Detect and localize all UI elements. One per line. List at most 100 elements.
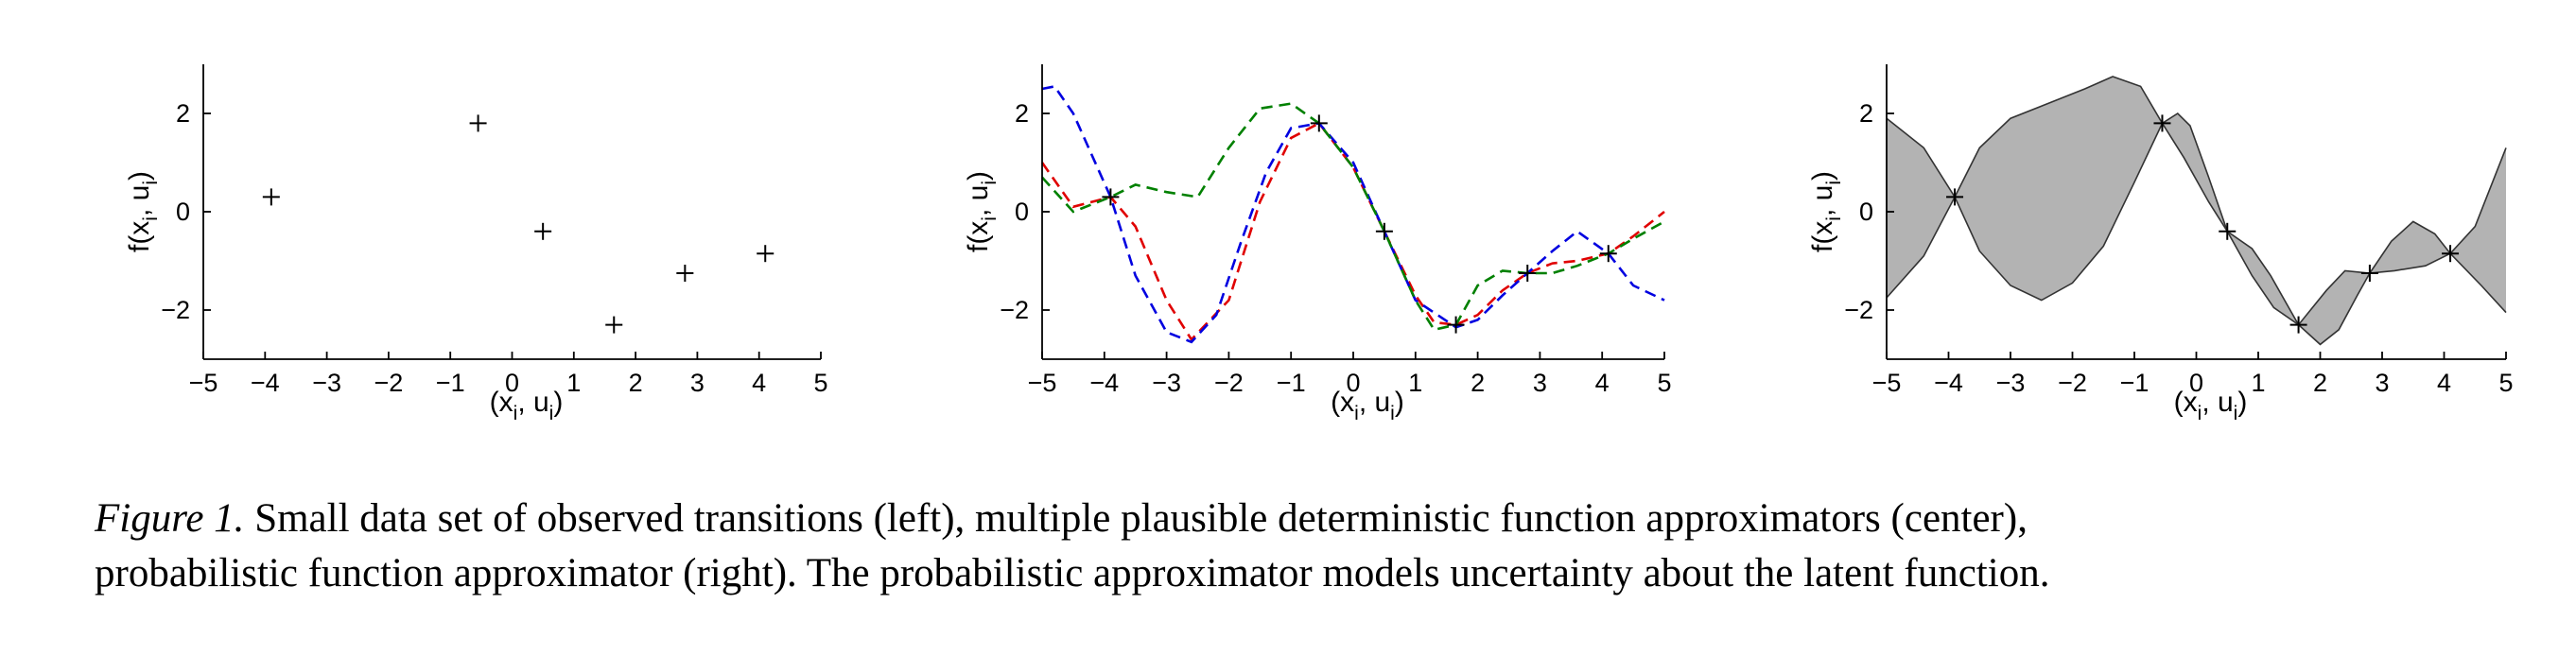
y-tick-label: 0: [1015, 198, 1029, 226]
data-point-2: [1310, 114, 1328, 132]
x-tick-label: 3: [690, 369, 705, 397]
y-tick-label: −2: [1000, 296, 1029, 324]
y-axis-label-sub: i: [979, 216, 1001, 221]
x-axis-label-sub: i: [1354, 403, 1359, 424]
y-axis-label-main: f(x: [963, 221, 994, 252]
x-tick-label: −5: [189, 369, 218, 397]
x-axis-label: (xi, ui): [2174, 387, 2248, 424]
x-tick-label: −2: [374, 369, 404, 397]
x-tick-label: 4: [1595, 369, 1610, 397]
y-tick-label: 0: [1859, 198, 1873, 226]
y-axis-label: f(xi, ui): [124, 171, 162, 252]
y-axis-label-close: ): [1807, 171, 1838, 181]
x-tick-label: −1: [2120, 369, 2150, 397]
x-tick-label: 0: [505, 369, 519, 397]
data-point-3: [2219, 222, 2237, 240]
caption-text-1: Small data set of observed transitions (…: [244, 496, 2028, 541]
data-point-1: [1102, 188, 1120, 206]
data-point-3: [1375, 222, 1393, 240]
x-tick-label: 5: [813, 369, 827, 397]
figure-panels: −5 −4 −3 −2 −1 0 1 2 3 4 5−202(xi, ui)f(xi, ui)−5−…: [124, 64, 2514, 424]
y-axis-label-sub: i: [140, 181, 162, 185]
uncertainty-band: [1887, 77, 2506, 345]
x-tick-label: 0: [2189, 369, 2203, 397]
x-tick-label: 4: [2437, 369, 2451, 397]
x-axis-label-sub: i: [1390, 403, 1395, 424]
y-axis-label-main: f(x: [124, 221, 155, 252]
y-axis-label: f(xi, ui): [1807, 171, 1845, 252]
x-tick-label: 2: [1471, 369, 1485, 397]
y-axis-label-sub: i: [140, 216, 162, 221]
y-axis-label-main: f(x: [1807, 221, 1838, 252]
y-axis-label-sub: i: [1823, 181, 1845, 185]
x-tick-label: 1: [1408, 369, 1422, 397]
y-tick-label: 2: [176, 99, 190, 128]
series-line-1: [1040, 121, 1665, 342]
data-point-2: [469, 114, 487, 132]
data-point-5: [676, 265, 694, 282]
x-tick-label: 5: [1657, 369, 1671, 397]
x-tick-label: −3: [312, 369, 341, 397]
x-tick-label: 1: [2251, 369, 2265, 397]
y-axis-label-mid: , u: [1807, 185, 1838, 216]
y-axis-label-close: ): [124, 171, 155, 181]
y-tick-label: −2: [1844, 296, 1873, 324]
x-tick-label: −2: [2058, 369, 2087, 397]
y-tick-label: 2: [1859, 99, 1873, 128]
caption-line-2: probabilistic function approximator (rig…: [95, 551, 2050, 596]
x-tick-label: −4: [251, 369, 280, 397]
x-axis-label-mid: , u: [2202, 387, 2233, 418]
y-axis-label-mid: , u: [124, 185, 155, 216]
data-point-2: [2153, 114, 2171, 132]
x-tick-label: −3: [1152, 369, 1181, 397]
y-tick-label: 2: [1015, 99, 1029, 128]
x-tick-label: −3: [1996, 369, 2026, 397]
x-tick-label: 4: [752, 369, 766, 397]
y-axis-label-sub: i: [1823, 216, 1845, 221]
x-tick-label: −1: [1277, 369, 1306, 397]
x-tick-label: 2: [2313, 369, 2327, 397]
data-point-3: [534, 222, 552, 240]
x-axis-label-main: (x: [2174, 387, 2198, 418]
x-tick-label: −5: [1028, 369, 1057, 397]
band-upper-edge: [1886, 76, 2507, 326]
x-axis-label-sub: i: [549, 403, 554, 424]
caption-label: Figure 1.: [95, 496, 245, 541]
x-tick-label: 1: [566, 369, 581, 397]
data-point-1: [1946, 188, 1964, 206]
data-point-5: [1519, 265, 1537, 282]
data-point-1: [262, 188, 280, 206]
caption-line-1: Figure 1. Small data set of observed tra…: [95, 492, 2534, 546]
x-axis-label-main: (x: [490, 387, 513, 418]
x-tick-label: 3: [2375, 369, 2389, 397]
x-axis-label-sub: i: [513, 403, 518, 424]
x-axis-label: (xi, ui): [1331, 387, 1404, 424]
x-axis-label-sub: i: [2198, 403, 2202, 424]
x-axis-label-close: ): [1395, 387, 1404, 418]
x-tick-label: 3: [1533, 369, 1547, 397]
y-axis-label-mid: , u: [963, 185, 994, 216]
x-tick-label: −1: [436, 369, 465, 397]
series-line-2: [1041, 84, 1665, 344]
x-axis-label-close: ): [553, 387, 563, 418]
x-tick-label: 0: [1346, 369, 1360, 397]
y-tick-label: 0: [176, 198, 190, 226]
x-tick-label: 5: [2498, 369, 2513, 397]
y-axis-label: f(xi, ui): [963, 171, 1001, 252]
data-point-6: [757, 245, 775, 263]
data-point-5: [2360, 265, 2378, 282]
x-tick-label: −5: [1872, 369, 1902, 397]
x-tick-label: −2: [1214, 369, 1244, 397]
data-point-6: [1599, 245, 1617, 263]
data-point-4: [1447, 316, 1465, 334]
y-axis-label-close: ): [963, 171, 994, 181]
x-tick-label: −4: [1934, 369, 1963, 397]
x-axis-label: (xi, ui): [490, 387, 564, 424]
data-point-4: [605, 316, 623, 334]
chart-panel-3: −5 −4 −3 −2 −1 0 1 2 3 4 5−202(xi, ui)f(xi, ui): [1807, 64, 2514, 424]
x-tick-label: −4: [1089, 369, 1119, 397]
x-axis-label-main: (x: [1331, 387, 1354, 418]
chart-panel-2: −5 −4 −3 −2 −1 0 1 2 3 4 5−202(xi, ui)f(xi, ui): [963, 64, 1672, 424]
figure-caption: Figure 1. Small data set of observed tra…: [95, 492, 2534, 601]
x-axis-label-sub: i: [2234, 403, 2238, 424]
